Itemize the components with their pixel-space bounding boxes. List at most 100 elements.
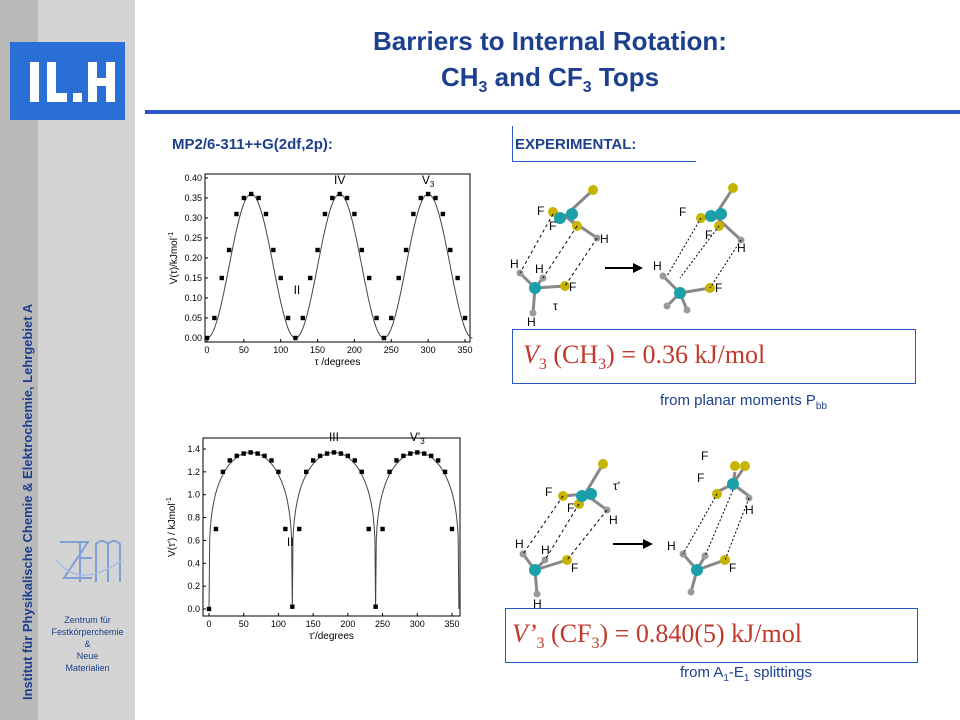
torsion-label-tau-prime: τ' — [613, 479, 620, 493]
cf3-complex-diagram: F F H H H F H τ' F F H H — [515, 449, 754, 611]
data-point — [204, 335, 210, 341]
torsion-label-tau: τ — [553, 299, 558, 313]
data-point — [366, 526, 371, 532]
data-point — [408, 451, 413, 456]
data-point — [394, 458, 399, 463]
data-point — [338, 451, 344, 456]
y-tick-label: 0.15 — [184, 273, 202, 283]
data-point — [387, 469, 392, 475]
x-tick-label: 150 — [310, 345, 325, 355]
data-point — [373, 604, 378, 609]
y-axis-label: V(τ') / kJmol-1 — [166, 497, 178, 557]
note-text: splittings — [749, 664, 813, 681]
formula-symbol: V’ — [512, 619, 537, 648]
atom-label-f: F — [571, 561, 578, 575]
reaction-arrow — [613, 539, 653, 549]
note-subscript: 1 — [743, 673, 750, 684]
note-subscript: bb — [815, 401, 828, 412]
formula-subscript: 3 — [598, 356, 607, 374]
data-point — [345, 453, 351, 459]
data-point — [308, 275, 313, 281]
formula-text: ) = 0.36 kJ/mol — [606, 340, 766, 369]
data-point — [418, 195, 423, 201]
zfm-caption-line: Zentrum für — [64, 615, 111, 625]
data-point — [248, 450, 253, 455]
data-point — [227, 458, 233, 463]
data-point — [442, 469, 448, 475]
title-subscript: 3 — [582, 79, 592, 97]
data-point — [304, 469, 309, 475]
y-tick-label: 0.6 — [187, 535, 200, 545]
x-tick-label: 0 — [206, 619, 211, 629]
atom-label-h: H — [515, 537, 524, 551]
x-tick-label: 200 — [347, 345, 362, 355]
data-point — [269, 458, 274, 463]
data-point — [448, 247, 453, 253]
data-point — [212, 315, 217, 321]
y-tick-label: 0.4 — [187, 558, 200, 568]
y-axis-label: V(τ)/kJmol-1 — [168, 232, 180, 285]
x-tick-label: 50 — [239, 619, 249, 629]
data-point — [249, 191, 254, 197]
peak-annotation-subscript: 3 — [430, 180, 435, 189]
institute-logo — [10, 42, 125, 120]
atom-label-h: H — [737, 241, 746, 255]
data-point — [220, 469, 226, 475]
data-point — [262, 453, 267, 459]
peak-annotation: II — [287, 535, 294, 549]
peak-annotation: IV — [334, 173, 345, 187]
slide-title-line2: CH3 and CF3 Tops — [150, 62, 950, 97]
barrier-ch3-formula: V3 (CH3) = 0.36 kJ/mol — [512, 329, 916, 384]
data-point — [455, 275, 460, 281]
atom-label-f: F — [697, 471, 704, 485]
zfm-logo — [55, 540, 123, 582]
data-point — [433, 195, 438, 201]
atom-label-h: H — [535, 262, 544, 276]
data-point — [380, 526, 385, 532]
ch3-cf3-complex-diagram: F F H H H F H τ F F H H F — [510, 183, 746, 329]
note-subscript: 1 — [723, 673, 729, 684]
data-point — [324, 451, 330, 456]
data-point — [293, 335, 298, 341]
x-tick-label: 100 — [273, 345, 288, 355]
data-point — [415, 450, 420, 455]
x-tick-label: 300 — [421, 345, 436, 355]
data-point — [315, 247, 320, 253]
barrier-cf3-formula: V’3 (CF3) = 0.840(5) kJ/mol — [505, 608, 918, 663]
atom-label-f: F — [705, 228, 712, 242]
data-point — [337, 191, 342, 197]
note-text: from A — [680, 664, 724, 681]
data-point — [322, 211, 328, 217]
y-tick-label: 0.25 — [184, 233, 202, 243]
peak-annotation-subscript: 3 — [420, 437, 425, 446]
atom-label-f: F — [701, 449, 708, 463]
y-tick-label: 0.2 — [187, 581, 200, 591]
y-tick-label: 0.8 — [187, 513, 200, 523]
data-point — [310, 458, 316, 463]
x-tick-label: 150 — [306, 619, 321, 629]
data-point — [403, 247, 409, 253]
experimental-label-box: EXPERIMENTAL: — [512, 126, 696, 162]
data-point — [359, 247, 364, 253]
data-point — [374, 315, 379, 321]
data-point — [213, 526, 219, 532]
model-curve — [208, 451, 460, 610]
data-point — [206, 606, 212, 612]
data-point — [276, 469, 281, 475]
note-text: from planar moments P — [660, 392, 816, 409]
data-point — [297, 526, 302, 532]
plot-frame — [202, 437, 461, 617]
sidebar: Institut für Physikalische Chemie & Elek… — [0, 0, 135, 720]
data-point — [263, 211, 269, 217]
reaction-arrow — [605, 263, 643, 273]
x-tick-label: 350 — [457, 345, 472, 355]
peak-annotation: II — [294, 283, 301, 297]
peak-annotation: V'3 — [410, 430, 425, 446]
data-point — [290, 604, 295, 609]
data-point — [300, 315, 306, 321]
zfm-caption: Zentrum für Festkörperchemie & Neue Mate… — [40, 614, 135, 674]
atom-label-f: F — [549, 219, 556, 233]
barrier-ch3-source: from planar moments Pbb — [660, 392, 827, 412]
formula-subscript: 3 — [591, 635, 600, 653]
